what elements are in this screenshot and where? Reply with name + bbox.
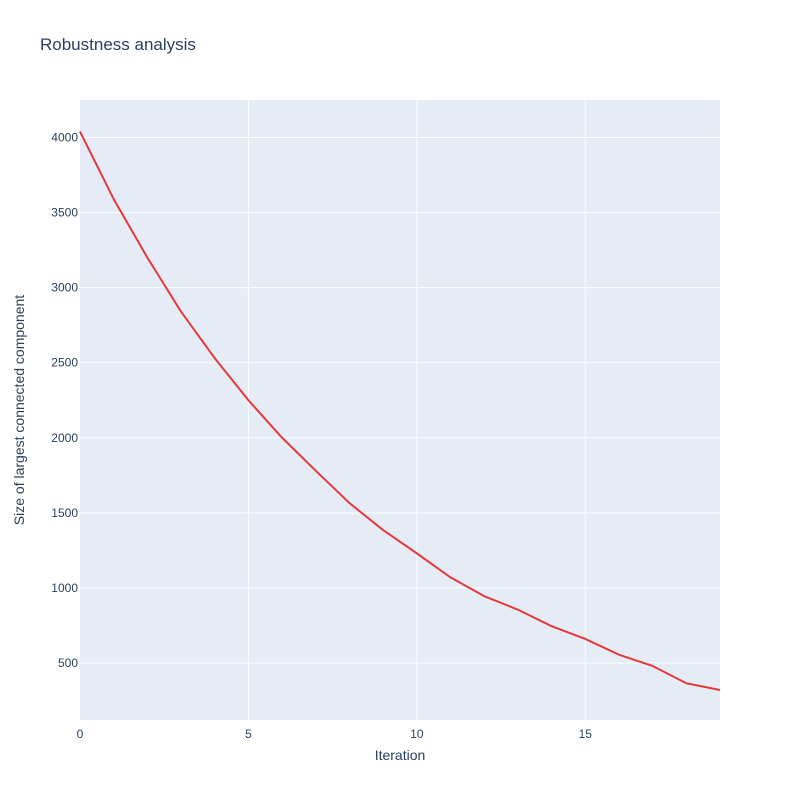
y-tick-label: 2500 (51, 356, 78, 370)
chart-title: Robustness analysis (40, 35, 196, 54)
x-axis-title: Iteration (375, 747, 426, 763)
y-tick-label: 3000 (51, 281, 78, 295)
y-tick-label: 500 (58, 656, 78, 670)
y-tick-label: 1000 (51, 581, 78, 595)
y-tick-label: 4000 (51, 131, 78, 145)
plot-area-background (80, 100, 720, 720)
series-layer (79, 131, 721, 691)
y-tick-label: 2000 (51, 431, 78, 445)
series-line (79, 131, 721, 691)
y-tick-label: 1500 (51, 506, 78, 520)
x-tick-label: 0 (77, 727, 84, 741)
y-axis-title: Size of largest connected component (11, 295, 27, 525)
x-tick-label: 10 (410, 727, 424, 741)
grid (80, 100, 720, 720)
x-tick-label: 5 (245, 727, 252, 741)
y-tick-label: 3500 (51, 206, 78, 220)
x-tick-label: 15 (579, 727, 593, 741)
tick-labels: 0 5 10 15 500 1000 1500 2000 2500 3000 3500 4000 (51, 131, 592, 741)
